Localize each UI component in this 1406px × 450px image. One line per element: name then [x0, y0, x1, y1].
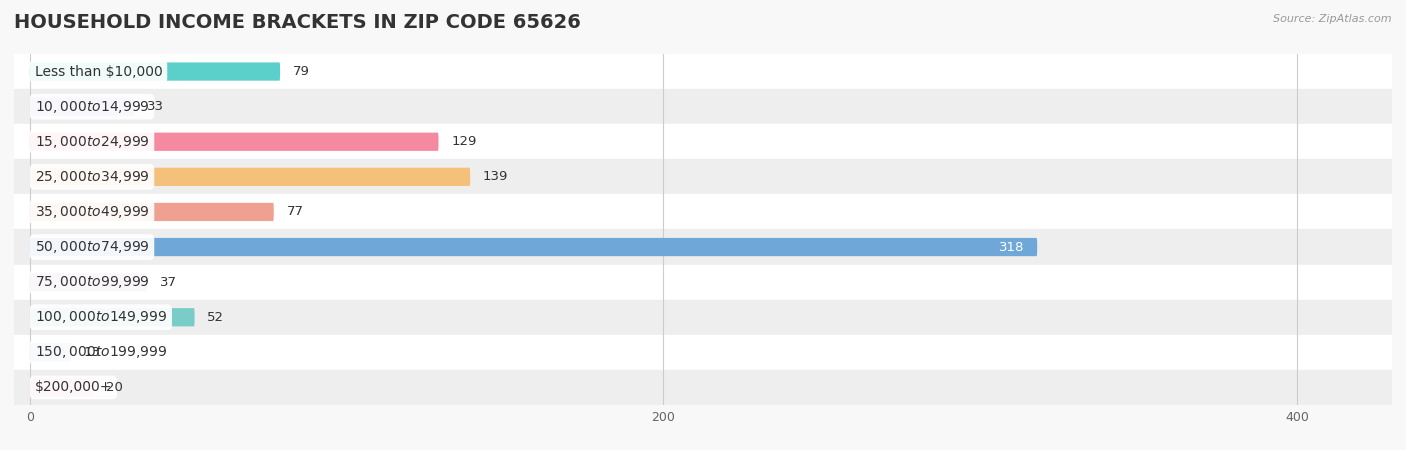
FancyBboxPatch shape — [30, 63, 280, 81]
FancyBboxPatch shape — [30, 98, 135, 116]
Bar — [14, 300, 1392, 335]
Text: $35,000 to $49,999: $35,000 to $49,999 — [35, 204, 149, 220]
FancyBboxPatch shape — [30, 273, 148, 291]
Bar — [14, 370, 1392, 405]
Text: $15,000 to $24,999: $15,000 to $24,999 — [35, 134, 149, 150]
Text: $50,000 to $74,999: $50,000 to $74,999 — [35, 239, 149, 255]
Text: 20: 20 — [105, 381, 122, 394]
FancyBboxPatch shape — [30, 168, 470, 186]
Text: $25,000 to $34,999: $25,000 to $34,999 — [35, 169, 149, 185]
Text: 13: 13 — [84, 346, 101, 359]
Text: 318: 318 — [1000, 241, 1025, 253]
Bar — [14, 159, 1392, 194]
FancyBboxPatch shape — [30, 343, 72, 361]
FancyBboxPatch shape — [30, 378, 93, 396]
Bar — [14, 89, 1392, 124]
Text: 79: 79 — [292, 65, 309, 78]
FancyBboxPatch shape — [30, 238, 1038, 256]
Bar — [14, 230, 1392, 265]
Text: $10,000 to $14,999: $10,000 to $14,999 — [35, 99, 149, 115]
FancyBboxPatch shape — [30, 133, 439, 151]
Text: $200,000+: $200,000+ — [35, 380, 112, 395]
Text: Less than $10,000: Less than $10,000 — [35, 64, 163, 79]
Text: 139: 139 — [482, 171, 508, 183]
Text: $75,000 to $99,999: $75,000 to $99,999 — [35, 274, 149, 290]
Text: $150,000 to $199,999: $150,000 to $199,999 — [35, 344, 167, 360]
Text: 129: 129 — [451, 135, 477, 148]
Text: 77: 77 — [287, 206, 304, 218]
Text: 37: 37 — [160, 276, 177, 288]
FancyBboxPatch shape — [30, 308, 194, 326]
FancyBboxPatch shape — [30, 203, 274, 221]
Text: 52: 52 — [207, 311, 225, 324]
Text: Source: ZipAtlas.com: Source: ZipAtlas.com — [1274, 14, 1392, 23]
Text: $100,000 to $149,999: $100,000 to $149,999 — [35, 309, 167, 325]
Bar — [14, 124, 1392, 159]
Bar — [14, 265, 1392, 300]
Bar — [14, 194, 1392, 230]
Text: 33: 33 — [148, 100, 165, 113]
Bar — [14, 335, 1392, 370]
Text: HOUSEHOLD INCOME BRACKETS IN ZIP CODE 65626: HOUSEHOLD INCOME BRACKETS IN ZIP CODE 65… — [14, 14, 581, 32]
Bar — [14, 54, 1392, 89]
